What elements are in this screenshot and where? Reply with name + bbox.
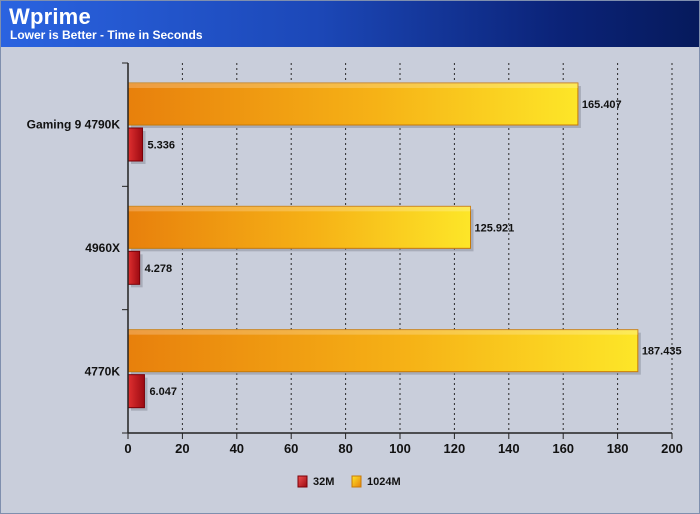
legend: 32M 1024M <box>297 475 401 488</box>
legend-label: 1024M <box>367 476 401 488</box>
chart-subtitle: Lower is Better - Time in Seconds <box>10 28 203 42</box>
x-tick-label: 20 <box>175 441 189 456</box>
x-tick-label: 160 <box>552 441 574 456</box>
category-label: Gaming 9 4790K <box>27 118 121 132</box>
labels-layer: 165.407 5.336 Gaming 9 4790K 125.921 4.278 49… <box>27 99 682 398</box>
x-tick-label: 200 <box>661 441 683 456</box>
bar-highlight <box>128 329 638 335</box>
bar-highlight <box>128 206 471 212</box>
legend-swatch <box>297 475 308 488</box>
data-label-32m: 4.278 <box>145 263 173 275</box>
chart-title: Wprime <box>9 4 91 29</box>
data-label-32m: 6.047 <box>149 386 177 398</box>
x-tick-label: 60 <box>284 441 298 456</box>
bar-1024m <box>127 82 579 126</box>
data-label-1024m: 165.407 <box>582 99 622 111</box>
category-label: 4960X <box>85 241 120 255</box>
x-tick-label: 120 <box>444 441 466 456</box>
x-tick-label: 180 <box>607 441 629 456</box>
data-label-32m: 5.336 <box>148 140 176 152</box>
bar-1024m <box>127 329 639 373</box>
x-tick-label: 0 <box>124 441 131 456</box>
chart-header: Wprime Lower is Better - Time in Seconds <box>1 1 699 47</box>
x-tick-label: 100 <box>389 441 411 456</box>
bar-32m <box>127 374 145 409</box>
bar-1024m <box>127 205 472 249</box>
category-label: 4770K <box>85 364 121 378</box>
data-label-1024m: 187.435 <box>642 346 682 358</box>
axis-layer: 0 20 40 60 80 100 120 140 160 180 200 <box>122 62 683 456</box>
bar-32m <box>127 127 144 162</box>
x-tick-label: 140 <box>498 441 520 456</box>
x-tick-label: 80 <box>338 441 352 456</box>
legend-swatch <box>351 475 362 488</box>
bars-layer <box>127 82 641 411</box>
x-tick-label: 40 <box>230 441 244 456</box>
bar-highlight <box>128 83 578 88</box>
bar-32m <box>127 250 141 285</box>
data-label-1024m: 125.921 <box>475 222 515 234</box>
legend-label: 32M <box>313 476 334 488</box>
